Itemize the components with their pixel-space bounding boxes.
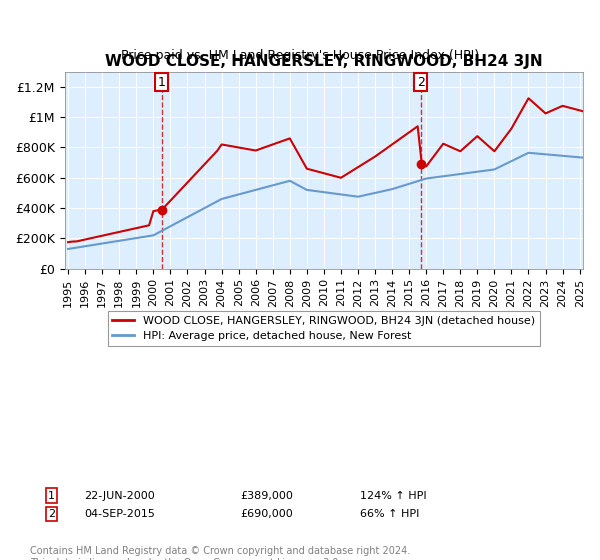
Title: WOOD CLOSE, HANGERSLEY, RINGWOOD, BH24 3JN: WOOD CLOSE, HANGERSLEY, RINGWOOD, BH24 3… (105, 54, 543, 69)
Text: 2: 2 (416, 76, 425, 89)
Text: 2: 2 (48, 509, 55, 519)
Text: Price paid vs. HM Land Registry's House Price Index (HPI): Price paid vs. HM Land Registry's House … (121, 49, 479, 62)
Text: Contains HM Land Registry data © Crown copyright and database right 2024.
This d: Contains HM Land Registry data © Crown c… (30, 546, 410, 560)
Text: £690,000: £690,000 (240, 509, 293, 519)
Text: £389,000: £389,000 (240, 491, 293, 501)
Legend: WOOD CLOSE, HANGERSLEY, RINGWOOD, BH24 3JN (detached house), HPI: Average price,: WOOD CLOSE, HANGERSLEY, RINGWOOD, BH24 3… (108, 311, 540, 346)
Text: 1: 1 (158, 76, 166, 89)
Text: 22-JUN-2000: 22-JUN-2000 (84, 491, 155, 501)
Text: 04-SEP-2015: 04-SEP-2015 (84, 509, 155, 519)
Text: 124% ↑ HPI: 124% ↑ HPI (360, 491, 427, 501)
Text: 66% ↑ HPI: 66% ↑ HPI (360, 509, 419, 519)
Text: 1: 1 (48, 491, 55, 501)
